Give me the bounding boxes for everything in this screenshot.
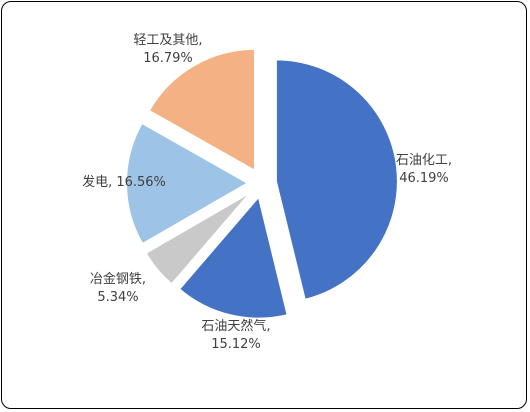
pie-slice-5 bbox=[147, 47, 256, 173]
data-label-4: 发电, 16.56% bbox=[82, 174, 166, 190]
data-label-5: 轻工及其他, 16.79% bbox=[133, 33, 202, 66]
pie-slice-3 bbox=[144, 191, 252, 286]
data-label-3: 冶金钢铁, 5.34% bbox=[90, 271, 146, 305]
pie-slice-2 bbox=[177, 194, 289, 320]
pie-slice-1 bbox=[274, 58, 399, 302]
data-label-1: 石油化工, 46.19% bbox=[396, 153, 452, 186]
pie-slice-4 bbox=[125, 121, 251, 246]
data-label-2: 石油天然气, 15.12% bbox=[201, 318, 270, 352]
